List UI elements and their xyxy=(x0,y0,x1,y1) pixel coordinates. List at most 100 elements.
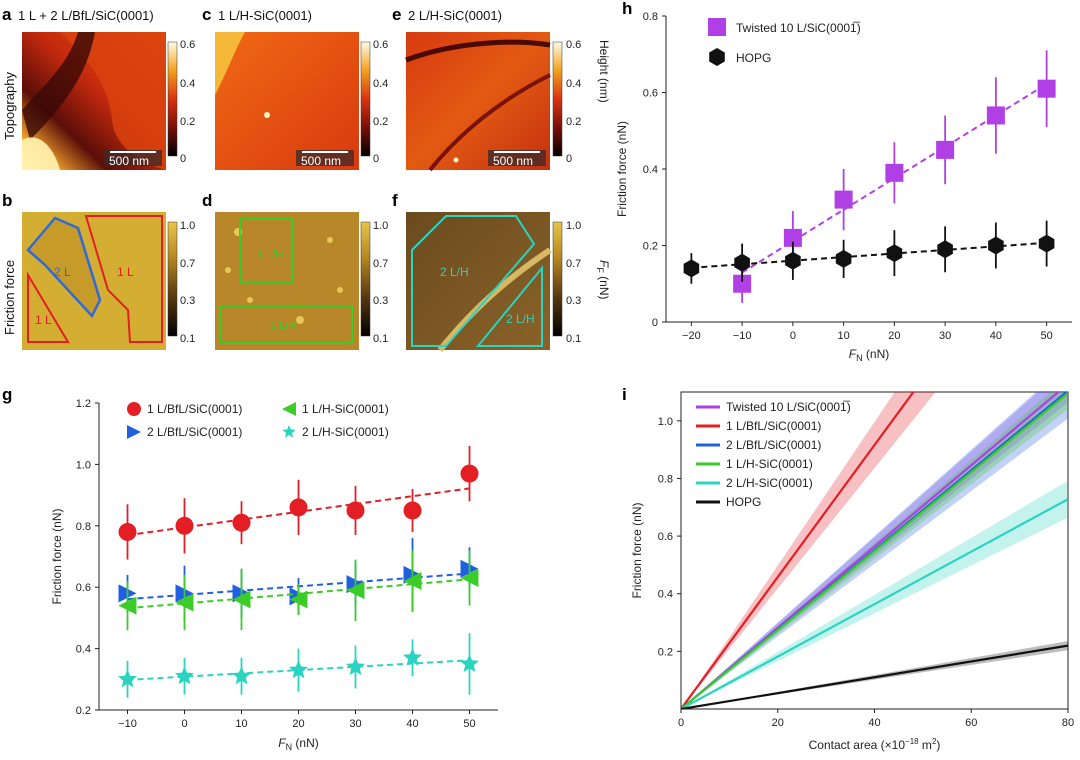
panel-letter-d: d xyxy=(202,191,212,210)
x-tick-label: 10 xyxy=(838,330,850,342)
panel-c-title: 1 L/H-SiC(0001) xyxy=(218,8,312,23)
legend-entry: Twisted 10 L/SiC(0001̅) xyxy=(726,400,851,414)
legend-entry: HOPG xyxy=(736,51,771,65)
y-axis-label: Friction force (nN) xyxy=(615,121,629,217)
x-axis-label: FN (nN) xyxy=(278,736,319,752)
data-point xyxy=(708,18,726,36)
panel-letter-f: f xyxy=(392,191,398,210)
friction-colorbar-3: 1.0 0.7 0.3 0.1 FF (nN) xyxy=(552,220,611,345)
colorbar-tick: 0.3 xyxy=(180,295,195,307)
region-label: 2 L/H xyxy=(440,265,469,279)
data-point xyxy=(936,140,955,159)
height-colorbar-label: Height (nm) xyxy=(597,40,611,103)
data-point xyxy=(734,253,750,272)
data-point xyxy=(175,593,194,612)
data-point xyxy=(118,522,137,541)
panel-a-title: 1 L + 2 L/BfL/SiC(0001) xyxy=(18,8,154,23)
data-point xyxy=(289,590,308,609)
data-point xyxy=(118,669,137,688)
data-point xyxy=(886,244,903,263)
y-tick-label: 0.4 xyxy=(658,589,673,601)
data-point xyxy=(988,236,1004,255)
data-point xyxy=(785,251,801,270)
y-tick-label: 0.8 xyxy=(658,473,673,485)
scale-bar-a: 500 nm xyxy=(109,154,149,168)
data-point xyxy=(403,501,422,520)
region-label: 2 L xyxy=(54,265,71,279)
colorbar-tick: 0.2 xyxy=(373,116,388,128)
legend-entry: 2 L/BfL/SiC(0001) xyxy=(147,425,242,439)
colorbar-tick: 0.6 xyxy=(566,39,581,51)
x-tick-label: 20 xyxy=(292,718,304,730)
panel-letter-c: c xyxy=(202,5,211,24)
x-tick-label: 0 xyxy=(678,717,684,729)
data-point xyxy=(460,464,479,483)
colorbar-tick: 0.7 xyxy=(373,258,388,270)
colorbar-tick: 0.3 xyxy=(566,295,581,307)
colorbar-tick: 0.3 xyxy=(373,295,388,307)
panel-letter-e: e xyxy=(392,5,401,24)
x-axis-label: Contact area (×10−18 m2) xyxy=(809,737,941,752)
x-tick-label: 20 xyxy=(772,717,784,729)
colorbar-tick: 0.4 xyxy=(373,78,388,90)
panel-letter-g: g xyxy=(2,385,12,404)
legend-entry: 2 L/H-SiC(0001) xyxy=(726,476,813,490)
x-tick-label: 50 xyxy=(1041,330,1053,342)
legend-entry: 2 L/H-SiC(0001) xyxy=(302,425,389,439)
colorbar-tick: 0.7 xyxy=(180,258,195,270)
colorbar-tick: 0.2 xyxy=(180,116,195,128)
scale-bar-c: 500 nm xyxy=(301,154,341,168)
x-tick-label: 40 xyxy=(868,717,880,729)
panel-e-title: 2 L/H-SiC(0001) xyxy=(408,8,502,23)
colorbar-tick: 0.1 xyxy=(566,333,581,345)
data-point xyxy=(403,572,422,591)
data-point xyxy=(346,581,365,600)
colorbar-tick: 0.1 xyxy=(373,333,388,345)
region-label: 2 L/H xyxy=(506,312,535,326)
data-point xyxy=(1037,79,1056,98)
colorbar-tick: 0.7 xyxy=(566,258,581,270)
y-tick-label: 1.2 xyxy=(76,398,91,410)
fit-line xyxy=(681,392,1068,709)
y-tick-label: 0.4 xyxy=(76,644,91,656)
x-tick-label: 40 xyxy=(990,330,1002,342)
colorbar-tick: 0 xyxy=(180,153,186,165)
y-axis-label: Friction force (nN) xyxy=(630,502,644,598)
data-point xyxy=(346,501,365,520)
data-point xyxy=(127,402,141,416)
data-point xyxy=(937,240,953,259)
region-label: 1 L xyxy=(117,265,134,279)
friction-map-f: 2 L/H 2 L/H xyxy=(406,212,552,352)
data-point xyxy=(733,274,752,293)
legend-entry: 1 L/BfL/SiC(0001) xyxy=(147,402,242,416)
data-point xyxy=(683,259,700,278)
y-tick-label: 0 xyxy=(652,317,658,329)
x-tick-label: 0 xyxy=(181,718,187,730)
height-colorbar-1: 0.6 0.4 0.2 0 xyxy=(167,39,195,165)
chart-i: i 0 20 40 60 80 0.2 0.4 0.6 0.8 1.0 Friction force … xyxy=(622,385,1074,752)
legend-entry: 1 L/H-SiC(0001) xyxy=(726,457,813,471)
region-label: 1 L/H xyxy=(270,320,296,332)
panel-letter-h: h xyxy=(622,0,632,18)
data-point xyxy=(289,660,308,679)
panel-letter-a: a xyxy=(2,5,12,24)
confidence-band xyxy=(681,480,1068,709)
colorbar-tick: 0.1 xyxy=(180,333,195,345)
friction-map-b: 2 L 1 L 1 L xyxy=(22,212,166,350)
data-point xyxy=(118,596,137,615)
data-point xyxy=(835,249,852,268)
x-tick-label: −10 xyxy=(118,718,137,730)
colorbar-tick: 1.0 xyxy=(566,220,581,232)
data-point xyxy=(709,48,725,66)
colorbar-tick: 0.4 xyxy=(180,78,195,90)
data-point xyxy=(282,402,296,416)
data-point xyxy=(885,163,904,182)
topography-map-a: 500 nm xyxy=(22,32,166,170)
data-point xyxy=(232,513,251,532)
row-label-topography: Topography xyxy=(2,72,17,140)
fit-line xyxy=(681,392,915,709)
colorbar-tick: 0.2 xyxy=(566,116,581,128)
height-colorbar-3: 0.6 0.4 0.2 0 Height (nm) xyxy=(552,39,611,165)
region-label: 1 L/H xyxy=(257,249,283,261)
y-tick-label: 0.2 xyxy=(643,241,658,253)
